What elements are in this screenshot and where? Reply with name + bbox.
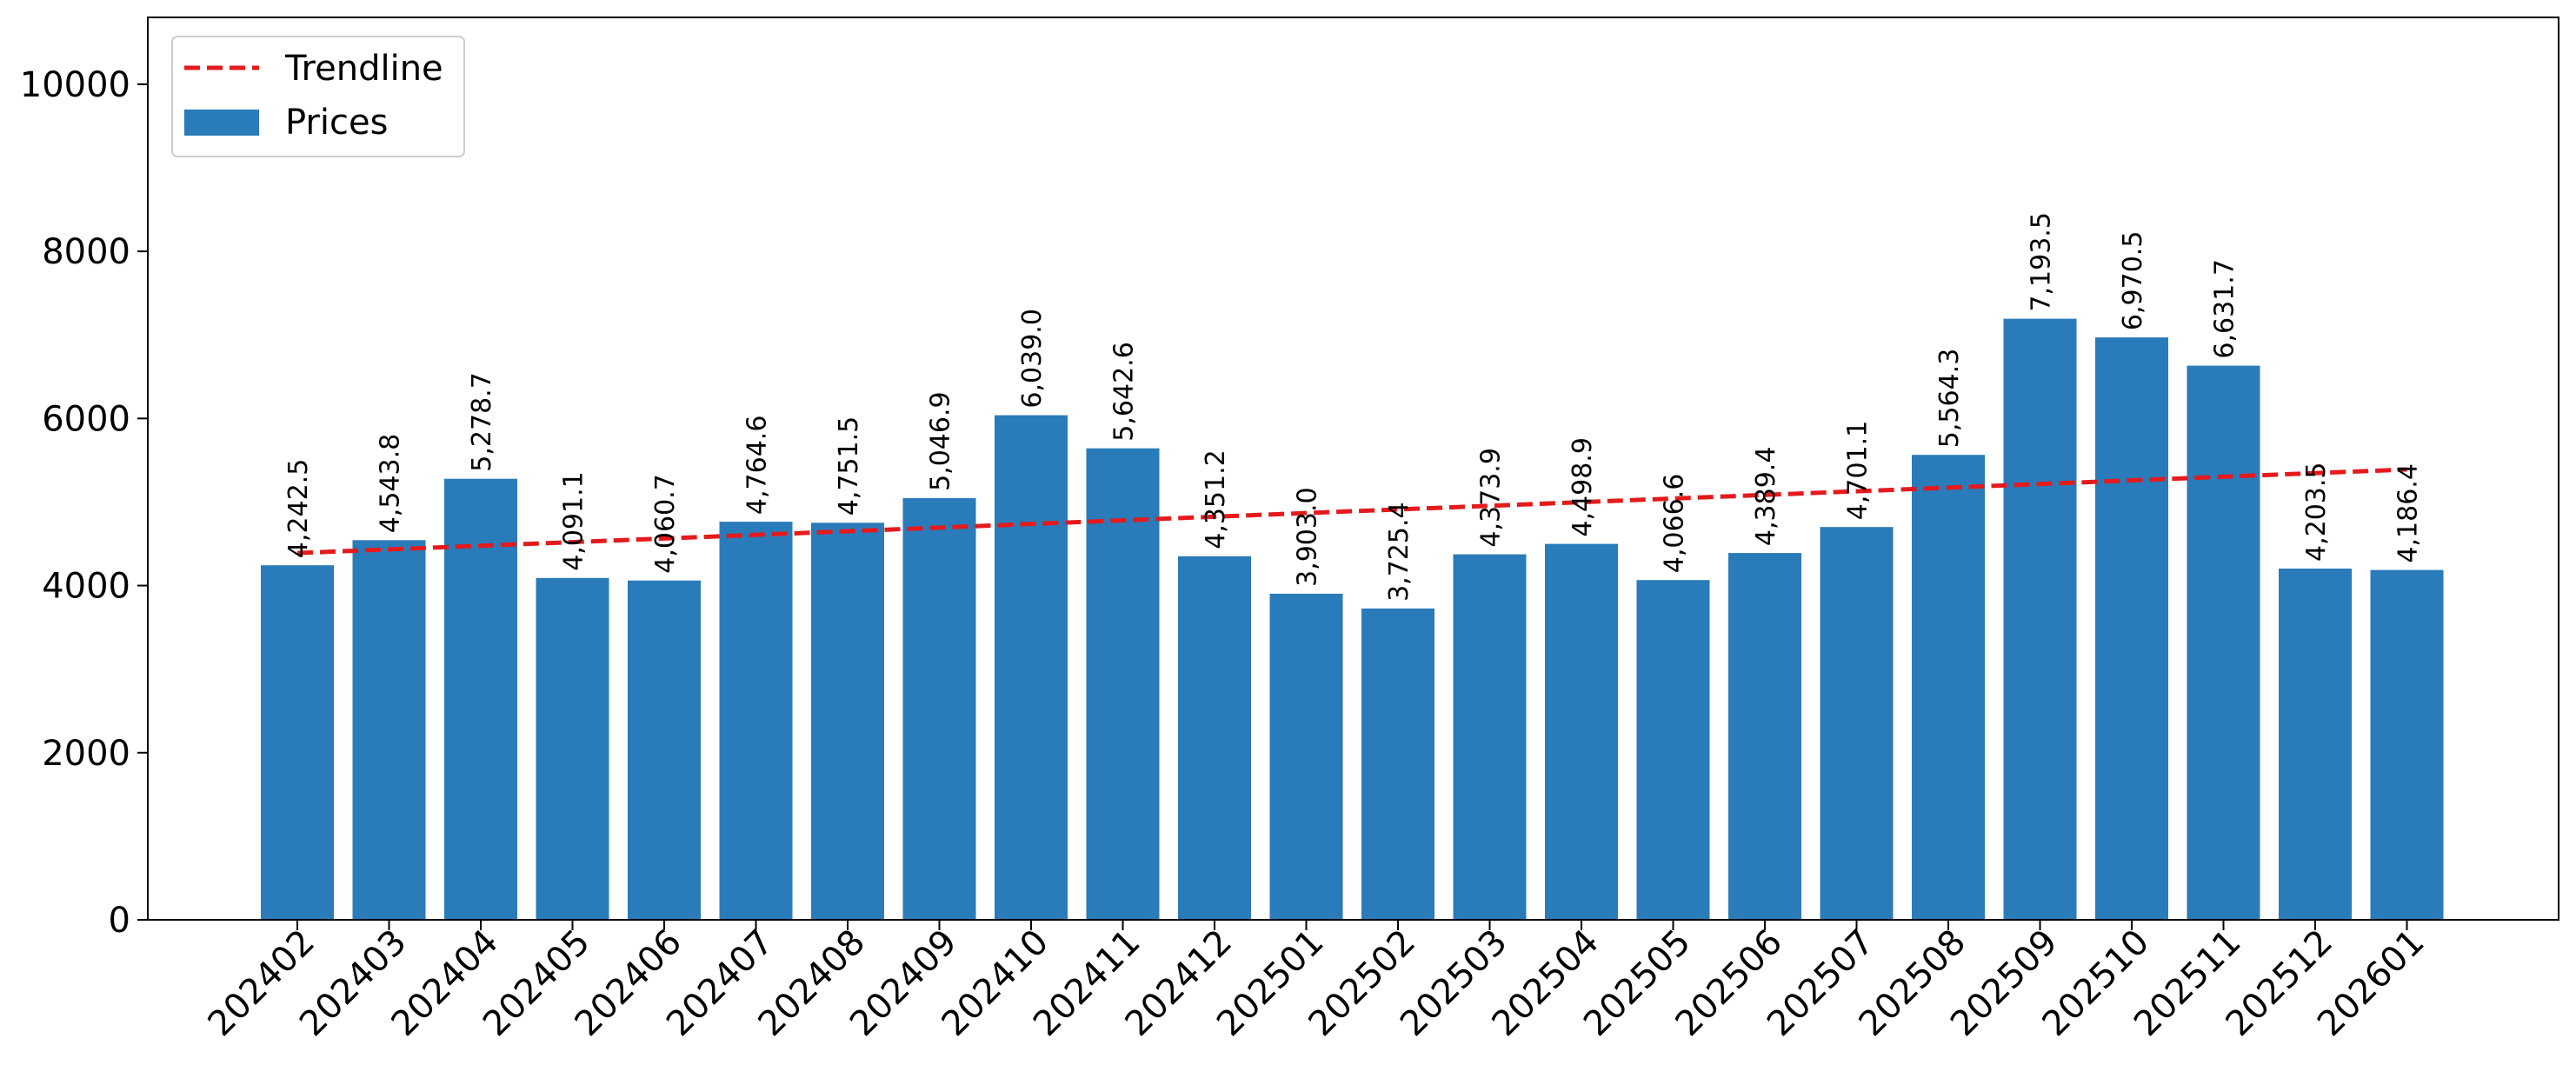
bar-202404 <box>444 478 517 920</box>
bar-value-label-202507: 4,701.1 <box>1843 421 1874 521</box>
bar-202403 <box>352 540 426 920</box>
bar-202408 <box>811 523 884 920</box>
bar-202502 <box>1361 608 1434 920</box>
bar-202511 <box>2187 365 2260 921</box>
y-tick-label-0: 0 <box>109 901 130 941</box>
bars-layer <box>261 318 2444 921</box>
y-tick-label-4000: 4000 <box>42 567 130 607</box>
bar-202503 <box>1453 554 1527 920</box>
bar-value-label-202510: 6,970.5 <box>2118 231 2148 331</box>
legend-label-prices: Prices <box>285 103 388 143</box>
bar-value-label-202405: 4,091.1 <box>559 471 589 571</box>
legend-label-trendline: Trendline <box>284 49 443 89</box>
bar-value-label-202407: 4,764.6 <box>742 416 773 516</box>
trendline <box>296 467 2407 556</box>
bar-202402 <box>261 565 334 920</box>
trendline-layer <box>296 467 2407 556</box>
bar-202501 <box>1269 593 1343 920</box>
plot-frame <box>147 17 2559 921</box>
bar-value-label-202506: 4,389.4 <box>1751 447 1781 547</box>
bar-202505 <box>1636 580 1710 920</box>
bar-202409 <box>902 497 976 920</box>
bar-202601 <box>2370 569 2444 920</box>
bar-202412 <box>1178 556 1251 920</box>
bar-value-label-202410: 6,039.0 <box>1017 309 1048 409</box>
bar-value-label-202508: 5,564.3 <box>1934 349 1965 449</box>
bar-202406 <box>628 580 701 920</box>
bar-value-label-202408: 4,751.5 <box>834 416 864 516</box>
bar-202410 <box>995 415 1068 921</box>
bar-202407 <box>719 522 793 920</box>
bar-202504 <box>1545 543 1618 920</box>
bar-202509 <box>2003 318 2077 921</box>
bar-value-label-202412: 4,351.2 <box>1201 449 1231 549</box>
bar-value-label-202409: 5,046.9 <box>926 391 956 491</box>
bar-202507 <box>1820 527 1894 920</box>
y-tick-label-10000: 10000 <box>20 65 130 105</box>
bar-value-label-202503: 4,373.9 <box>1476 448 1507 548</box>
bar-value-label-202601: 4,186.4 <box>2393 463 2424 563</box>
bar-202508 <box>1912 455 1985 920</box>
bar-value-label-202406: 4,060.7 <box>650 474 681 574</box>
bar-value-label-202502: 3,725.4 <box>1384 502 1414 602</box>
bar-value-label-202511: 6,631.7 <box>2210 259 2240 359</box>
legend: Trendline Prices <box>171 36 465 157</box>
bar-value-label-202402: 4,242.5 <box>283 459 314 559</box>
y-tick-label-8000: 8000 <box>42 232 130 272</box>
bar-value-label-202411: 5,642.6 <box>1109 342 1140 442</box>
bar-202510 <box>2095 337 2168 921</box>
bar-value-label-202501: 3,903.0 <box>1293 487 1323 587</box>
bar-202411 <box>1086 448 1160 920</box>
bar-labels-layer: 4,242.5 4,543.8 5,278.7 4,091.1 4,060.7 4,764… <box>283 212 2424 602</box>
bar-value-label-202505: 4,066.6 <box>1660 474 1690 574</box>
bar-202512 <box>2279 569 2352 920</box>
bar-value-label-202504: 4,498.9 <box>1568 437 1598 537</box>
bar-value-label-202509: 7,193.5 <box>2027 212 2057 312</box>
bar-value-label-202403: 4,543.8 <box>376 434 406 534</box>
bar-value-label-202404: 5,278.7 <box>467 372 497 472</box>
legend-prices-swatch <box>184 110 259 136</box>
bar-value-label-202512: 4,203.5 <box>2301 462 2332 562</box>
y-tick-label-6000: 6000 <box>42 399 130 439</box>
bar-202405 <box>536 577 609 920</box>
bar-202506 <box>1728 553 1801 920</box>
y-tick-label-2000: 2000 <box>42 734 130 774</box>
